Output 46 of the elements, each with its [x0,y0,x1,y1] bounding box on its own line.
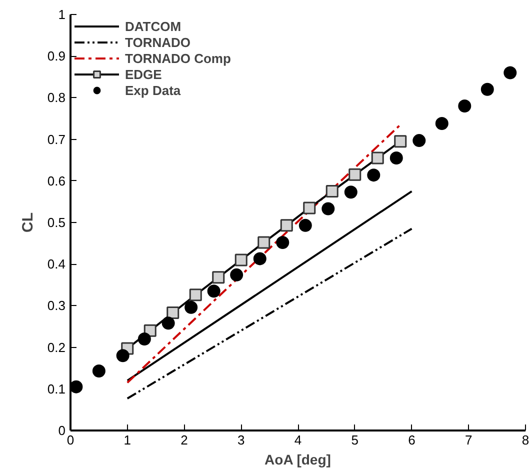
point [344,186,358,199]
legend-label: TORNADO [125,34,190,50]
y-tick-label: 0.7 [47,132,66,147]
point [70,380,83,394]
point [458,100,472,113]
x-tick-label: 1 [124,432,131,448]
point [116,349,130,362]
x-tick-label: 7 [465,432,472,448]
point [298,218,312,232]
legend-label: EDGE [125,66,162,82]
y-tick-label: 0 [58,423,66,438]
point [276,236,290,249]
y-tick-label: 1 [58,7,66,22]
point [92,364,106,378]
point [390,152,403,165]
point [322,202,335,216]
point [138,332,151,346]
legend-label: DATCOM [125,18,182,34]
point [207,284,220,298]
x-tick-label: 5 [351,432,358,448]
y-tick-label: 0.8 [47,90,66,106]
point [253,252,266,266]
point [184,300,198,314]
point [504,66,517,80]
legend-label: TORNADO Comp [125,50,231,66]
legend-label: Exp Data [125,82,181,98]
y-tick-label: 0.1 [47,381,66,396]
x-axis-title: AoA [deg] [264,452,331,468]
y-tick-label: 0.3 [47,298,66,314]
point [230,268,244,282]
y-tick-label: 0.6 [47,173,66,188]
point [435,117,448,130]
point [412,134,426,148]
y-tick-label: 0.2 [47,340,66,355]
x-tick-label: 2 [180,432,188,448]
x-tick-label: 3 [238,432,245,448]
x-tick-label: 8 [522,432,530,448]
point [162,316,175,330]
point [480,82,494,96]
point [367,168,380,182]
y-tick-label: 0.4 [47,256,66,272]
y-tick-label: 0.9 [47,48,66,64]
x-tick-label: 6 [408,432,416,448]
y-axis-title: CL [19,212,36,232]
y-tick-label: 0.5 [47,215,66,230]
x-tick-label: 4 [294,432,302,448]
